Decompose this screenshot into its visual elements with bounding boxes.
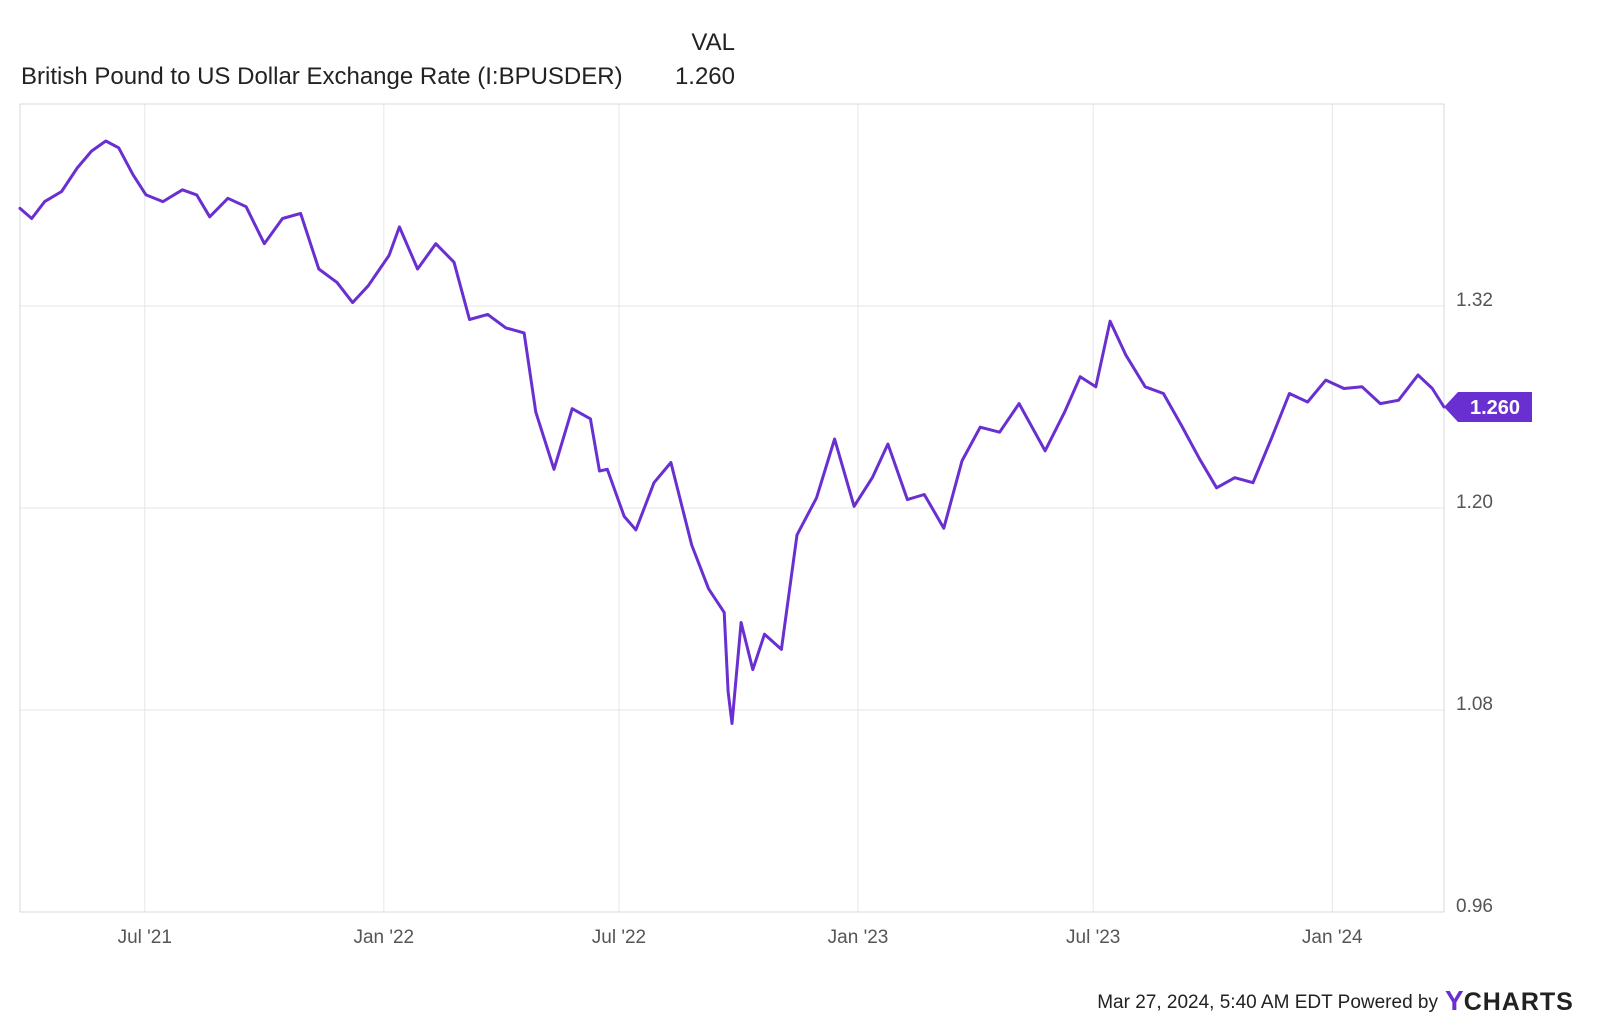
ycharts-logo-text: CHARTS <box>1464 988 1574 1016</box>
footer-powered-by: Powered by <box>1338 992 1439 1013</box>
series-layer <box>18 139 1446 725</box>
ycharts-logo[interactable]: YCHARTS <box>1445 985 1574 1016</box>
x-tick-label: Jul '21 <box>118 927 172 948</box>
x-tick-label: Jan '24 <box>1302 927 1363 948</box>
last-value-badge-shape <box>1444 392 1532 422</box>
x-tick-label: Jul '23 <box>1066 927 1120 948</box>
legend-column-header: VAL <box>691 29 735 56</box>
footer-text: Mar 27, 2024, 5:40 AM EDT Powered by <box>1097 992 1438 1013</box>
legend-series-value: 1.260 <box>675 63 735 90</box>
x-tick-label: Jul '22 <box>592 927 646 948</box>
plot-frame <box>19 103 1445 913</box>
grid <box>20 104 1444 913</box>
series-line[interactable] <box>18 139 1446 725</box>
y-tick-label: 1.08 <box>1456 694 1493 715</box>
x-tick-label: Jan '22 <box>353 927 414 948</box>
footer-timestamp: Mar 27, 2024, 5:40 AM EDT <box>1097 992 1333 1013</box>
last-value-label: 1.260 <box>1470 397 1520 419</box>
y-tick-label: 0.96 <box>1456 896 1493 917</box>
x-axis: Jul '21 Jan '22 Jul '22 Jan '23 Jul '23 Jan '… <box>118 927 1363 948</box>
last-value-badge: 1.260 <box>1444 392 1532 422</box>
ycharts-logo-y: Y <box>1445 985 1464 1016</box>
y-axis: 0.96 1.08 1.20 1.32 <box>1456 290 1493 917</box>
x-tick-label: Jan '23 <box>828 927 889 948</box>
y-tick-label: 1.20 <box>1456 492 1493 513</box>
footer: Mar 27, 2024, 5:40 AM EDT Powered by YCH… <box>1097 985 1574 1016</box>
legend-series-name[interactable]: British Pound to US Dollar Exchange Rate… <box>21 63 623 90</box>
y-tick-label: 1.32 <box>1456 290 1493 311</box>
